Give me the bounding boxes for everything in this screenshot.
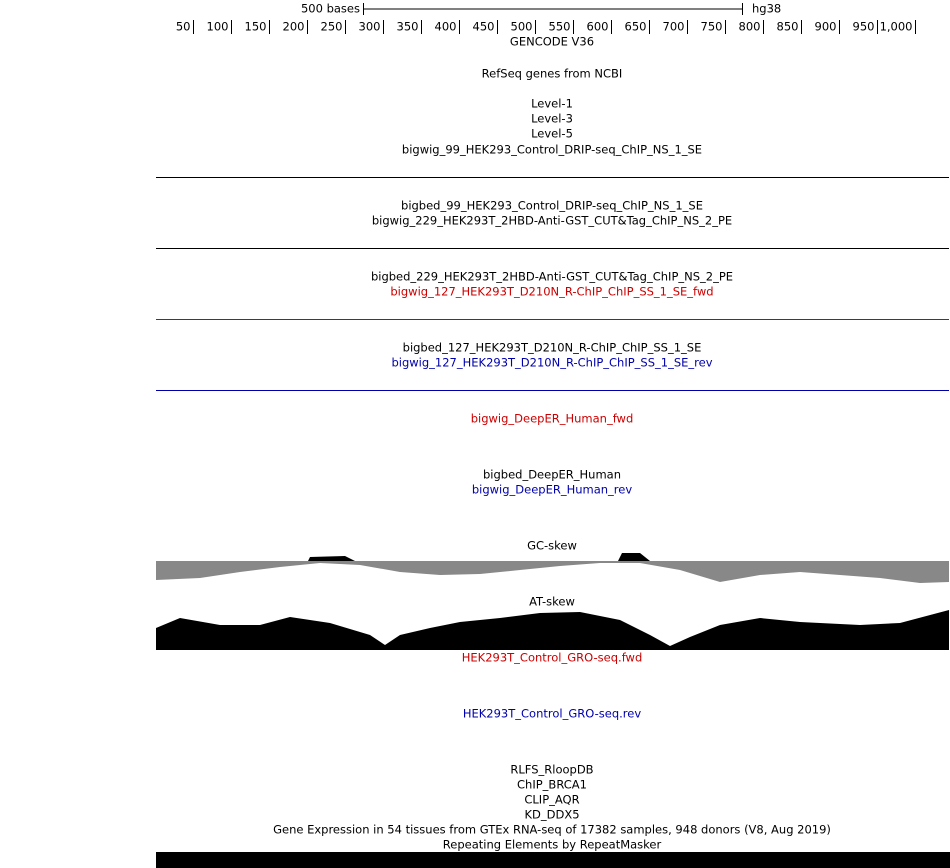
ruler-tick-label: 250 bbox=[321, 20, 343, 34]
at-skew-area bbox=[156, 610, 949, 650]
track-label: bigbed_DeepER_Human bbox=[483, 468, 621, 482]
track-label: bigwig_DeepER_Human_fwd bbox=[471, 412, 634, 426]
track-label: bigbed_127_HEK293T_D210N_R-ChIP_ChIP_SS_… bbox=[403, 341, 702, 355]
track-label: GC-skew bbox=[527, 539, 577, 553]
ruler-tick-label: 800 bbox=[739, 20, 761, 34]
track-label: RLFS_RloopDB bbox=[510, 763, 593, 777]
ruler-tick-label: 600 bbox=[587, 20, 609, 34]
ruler-tick-label: 300 bbox=[359, 20, 381, 34]
track-label: bigbed_229_HEK293T_2HBD-Anti-GST_CUT&Tag… bbox=[371, 270, 733, 284]
ruler-tick-label: 900 bbox=[815, 20, 837, 34]
ruler-tick-label: 100 bbox=[207, 20, 229, 34]
track-label: Level-3 bbox=[531, 112, 573, 126]
ruler-tick-label: 850 bbox=[777, 20, 799, 34]
track-label: Repeating Elements by RepeatMasker bbox=[443, 838, 662, 852]
track-label: bigwig_DeepER_Human_rev bbox=[472, 483, 633, 497]
ruler-tick-label: 700 bbox=[663, 20, 685, 34]
ruler-tick-label: 750 bbox=[701, 20, 723, 34]
ruler-tick-label: 150 bbox=[245, 20, 267, 34]
gc-skew-peak bbox=[308, 556, 355, 561]
track-label: HEK293T_Control_GRO-seq.rev bbox=[463, 707, 641, 721]
ruler-tick-label: 950 bbox=[853, 20, 875, 34]
track-label: CLIP_AQR bbox=[524, 793, 579, 807]
track-label: bigwig_99_HEK293_Control_DRIP-seq_ChIP_N… bbox=[402, 143, 702, 157]
track-label: KD_DDX5 bbox=[524, 808, 579, 822]
track-label: bigwig_229_HEK293T_2HBD-Anti-GST_CUT&Tag… bbox=[372, 214, 732, 228]
track-label: Gene Expression in 54 tissues from GTEx … bbox=[273, 823, 831, 837]
ruler-tick-label: 500 bbox=[511, 20, 533, 34]
ruler-tick-label: 50 bbox=[176, 20, 191, 34]
ruler-tick-label: 450 bbox=[473, 20, 495, 34]
ruler-tick-label: 650 bbox=[625, 20, 647, 34]
scale-label: 500 bases bbox=[301, 2, 360, 16]
track-label: AT-skew bbox=[529, 595, 575, 609]
track-label: Level-5 bbox=[531, 127, 573, 141]
track-label: bigwig_127_HEK293T_D210N_R-ChIP_ChIP_SS_… bbox=[391, 356, 712, 370]
track-label: bigbed_99_HEK293_Control_DRIP-seq_ChIP_N… bbox=[401, 199, 703, 213]
gc-skew-peak bbox=[618, 553, 650, 561]
assembly-label: hg38 bbox=[752, 2, 781, 16]
ruler-tick-label: 200 bbox=[283, 20, 305, 34]
track-label: GENCODE V36 bbox=[510, 35, 594, 49]
repeat-masker-bar bbox=[156, 852, 950, 868]
track-label: RefSeq genes from NCBI bbox=[482, 67, 623, 81]
ruler-tick-label: 550 bbox=[549, 20, 571, 34]
track-label: Level-1 bbox=[531, 97, 573, 111]
track-label: ChIP_BRCA1 bbox=[517, 778, 587, 792]
track-label: HEK293T_Control_GRO-seq.fwd bbox=[462, 651, 643, 665]
track-label: bigwig_127_HEK293T_D210N_R-ChIP_ChIP_SS_… bbox=[390, 285, 713, 299]
ruler-tick-label: 400 bbox=[435, 20, 457, 34]
gc-skew-area bbox=[156, 561, 949, 583]
ruler-tick-label: 1,000 bbox=[880, 20, 913, 34]
ruler-tick-label: 350 bbox=[397, 20, 419, 34]
